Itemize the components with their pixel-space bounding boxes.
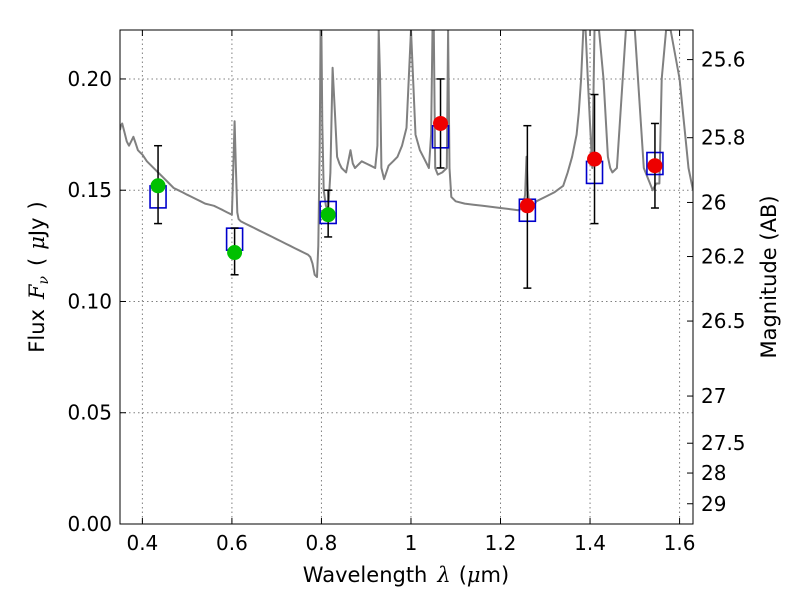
- x-axis-title-lambda: λ: [436, 563, 450, 587]
- right-tick-label: 26.5: [701, 309, 746, 333]
- axes-ticks: 0.4 0.6 0.8 1 1.2 1.4 1.6 0.00 0.05 0.10 0.15 0.20 2…: [67, 30, 746, 555]
- x-tick-label: 0.8: [306, 531, 338, 555]
- x-tick-label: 1.2: [485, 531, 517, 555]
- x-tick-label: 1: [405, 531, 418, 555]
- x-tick-label: 0.6: [216, 531, 248, 555]
- y-tick-label: 0.05: [67, 401, 112, 425]
- y-tick-label: 0.15: [67, 178, 112, 202]
- y-axis-title: Flux Fν ( μJy): [25, 201, 52, 352]
- right-tick-label: 26: [701, 190, 726, 214]
- x-axis-title-prefix: Wavelength: [303, 563, 428, 587]
- x-tick-label: 0.4: [126, 531, 158, 555]
- right-tick-label: 25.6: [701, 48, 746, 72]
- plot-area: [120, 30, 693, 289]
- green-observed-point: [320, 207, 336, 223]
- y-axis-title-unit: Jy: [25, 217, 49, 238]
- y-tick-label: 0.20: [67, 67, 112, 91]
- x-axis-title-mu: μ: [467, 563, 481, 587]
- x-axis-title-unit: m): [481, 563, 510, 587]
- y-axis-title-mu: μ: [25, 236, 49, 250]
- red-observed-point: [647, 158, 663, 174]
- model-sed-line: [120, 30, 693, 278]
- right-tick-label: 27.5: [701, 431, 746, 455]
- green-observed-point: [227, 245, 243, 261]
- green-observed-point: [150, 178, 166, 194]
- x-axis-title: Wavelength λ (μm): [303, 563, 509, 587]
- y-axis-title-prefix: Flux: [25, 309, 49, 353]
- y-axis-title-close: ): [25, 201, 49, 209]
- plot-frame: [119, 29, 694, 525]
- x-axis-title-open: (: [459, 563, 467, 587]
- right-tick-label: 27: [701, 384, 726, 408]
- x-tick-label: 1.4: [574, 531, 606, 555]
- red-observed-point: [587, 151, 603, 167]
- y-tick-label: 0.10: [67, 289, 112, 313]
- y-axis-title-nu: ν: [36, 275, 52, 284]
- red-observed-point: [519, 198, 535, 214]
- right-tick-label: 29: [701, 492, 726, 516]
- y-tick-label: 0.00: [67, 512, 112, 536]
- right-tick-label: 28: [701, 461, 726, 485]
- right-tick-label: 25.8: [701, 126, 746, 150]
- y-axis-title-f: F: [25, 283, 49, 300]
- x-tick-label: 1.6: [664, 531, 696, 555]
- red-observed-point: [433, 115, 449, 131]
- y-axis-title-open: (: [25, 258, 49, 266]
- right-tick-label: 26.2: [701, 245, 746, 269]
- right-axis-title: Magnitude (AB): [757, 195, 781, 358]
